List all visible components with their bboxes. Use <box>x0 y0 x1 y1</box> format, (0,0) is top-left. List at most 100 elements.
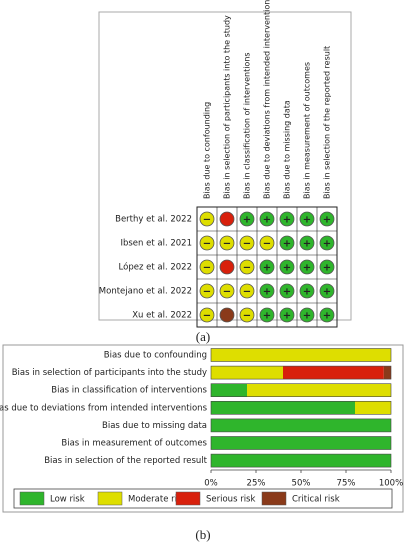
judgment-dot <box>279 283 295 299</box>
judgment-symbol: − <box>243 311 251 322</box>
category-label: Bias in classification of interventions <box>51 386 207 396</box>
judgment-symbol: + <box>323 287 331 298</box>
bar-segment <box>211 401 355 415</box>
judgment-symbol: + <box>283 215 291 226</box>
bar-segment <box>211 366 283 380</box>
domain-label: Bias in measurement of outcomes <box>303 62 312 199</box>
judgment-dot <box>199 307 215 323</box>
category-label: Bias due to confounding <box>104 351 207 361</box>
bar-segment <box>211 418 391 432</box>
study-label: López et al. 2022 <box>119 262 192 273</box>
bar-segment <box>211 454 391 468</box>
judgment-dot <box>239 283 255 299</box>
x-tick-label: 75% <box>337 479 356 489</box>
caption-b: (b) <box>195 527 210 542</box>
category-label: Bias due to missing data <box>102 421 207 431</box>
domain-label: Bias in selection of the reported result <box>323 46 332 199</box>
bar-segment <box>383 366 391 380</box>
bar-outline <box>210 383 392 398</box>
judgment-dot <box>219 259 235 275</box>
bar-outline <box>210 348 392 362</box>
bar-outline <box>210 418 392 433</box>
judgment-symbol: + <box>303 215 311 226</box>
legend-swatch <box>19 491 45 506</box>
judgment-dot <box>219 235 235 251</box>
grid-frame <box>196 206 338 328</box>
study-label: Montejano et al. 2022 <box>99 287 192 297</box>
domain-label: Bias in classification of interventions <box>243 52 252 199</box>
legend-swatch <box>97 491 123 506</box>
judgment-symbol: + <box>303 263 311 274</box>
judgment-symbol: + <box>283 263 291 274</box>
judgment-dot <box>319 211 335 227</box>
judgment-symbol: + <box>303 239 311 250</box>
bar-outline <box>210 453 392 468</box>
judgment-dot <box>259 235 275 251</box>
judgment-dot <box>239 307 255 323</box>
judgment-symbol: + <box>283 287 291 298</box>
legend-label: Moderate risk <box>128 495 186 505</box>
bar-outline <box>210 436 392 450</box>
judgment-symbol: − <box>243 263 251 274</box>
judgment-symbol: + <box>323 311 331 322</box>
domain-label: Bias in selection of participants into t… <box>223 15 232 199</box>
judgment-dot <box>219 283 235 299</box>
legend-swatch <box>175 491 201 506</box>
bar-outline <box>210 365 392 380</box>
judgment-dot <box>239 235 255 251</box>
x-tick-label: 25% <box>247 479 266 489</box>
judgment-symbol: − <box>203 287 211 298</box>
judgment-dot <box>259 211 275 227</box>
judgment-symbol: − <box>203 239 211 250</box>
judgment-dot <box>319 259 335 275</box>
judgment-symbol: − <box>223 239 231 250</box>
judgment-symbol: + <box>323 263 331 274</box>
category-label: Bias in selection of the reported result <box>44 456 207 466</box>
judgment-dot <box>299 283 315 299</box>
judgment-symbol: − <box>203 263 211 274</box>
judgment-dot <box>279 211 295 227</box>
judgment-symbol: − <box>263 239 271 250</box>
judgment-dot <box>319 235 335 251</box>
judgment-symbol: + <box>243 215 251 226</box>
judgment-dot <box>199 211 215 227</box>
x-tick-label: 50% <box>292 479 311 489</box>
judgment-dot <box>279 307 295 323</box>
study-label: Xu et al. 2022 <box>132 311 192 321</box>
category-label: Bias in measurement of outcomes <box>61 439 207 449</box>
caption-a: (a) <box>196 329 210 344</box>
judgment-dot <box>199 235 215 251</box>
judgment-dot <box>279 259 295 275</box>
legend-label: Low risk <box>50 495 85 505</box>
judgment-symbol: + <box>263 287 271 298</box>
category-label: Bias in selection of participants into t… <box>12 368 207 378</box>
judgment-dot <box>299 307 315 323</box>
bar-segment <box>211 348 391 362</box>
judgment-symbol: − <box>203 311 211 322</box>
bar-segment <box>211 436 391 450</box>
judgment-symbol: + <box>323 215 331 226</box>
judgment-dot <box>319 283 335 299</box>
domain-label: Bias due to confounding <box>203 102 212 199</box>
x-tick-label: 0% <box>204 479 218 489</box>
bar-segment <box>283 366 384 380</box>
judgment-dot <box>299 235 315 251</box>
judgment-dot <box>239 259 255 275</box>
judgment-symbol: + <box>283 239 291 250</box>
bar-segment <box>211 383 247 397</box>
study-label: Berthy et al. 2022 <box>115 215 192 225</box>
judgment-dot <box>319 307 335 323</box>
x-tick-label: 100% <box>379 479 403 489</box>
study-label: Ibsen et al. 2021 <box>120 239 192 249</box>
judgment-dot <box>219 307 235 323</box>
judgment-dot <box>219 211 235 227</box>
domain-label: Bias due to missing data <box>283 100 292 199</box>
bar-segment <box>247 383 391 397</box>
judgment-symbol: + <box>303 287 311 298</box>
judgment-dot <box>259 283 275 299</box>
judgment-dot <box>199 283 215 299</box>
judgment-dot <box>199 259 215 275</box>
judgment-dot <box>279 235 295 251</box>
judgment-symbol: + <box>263 215 271 226</box>
